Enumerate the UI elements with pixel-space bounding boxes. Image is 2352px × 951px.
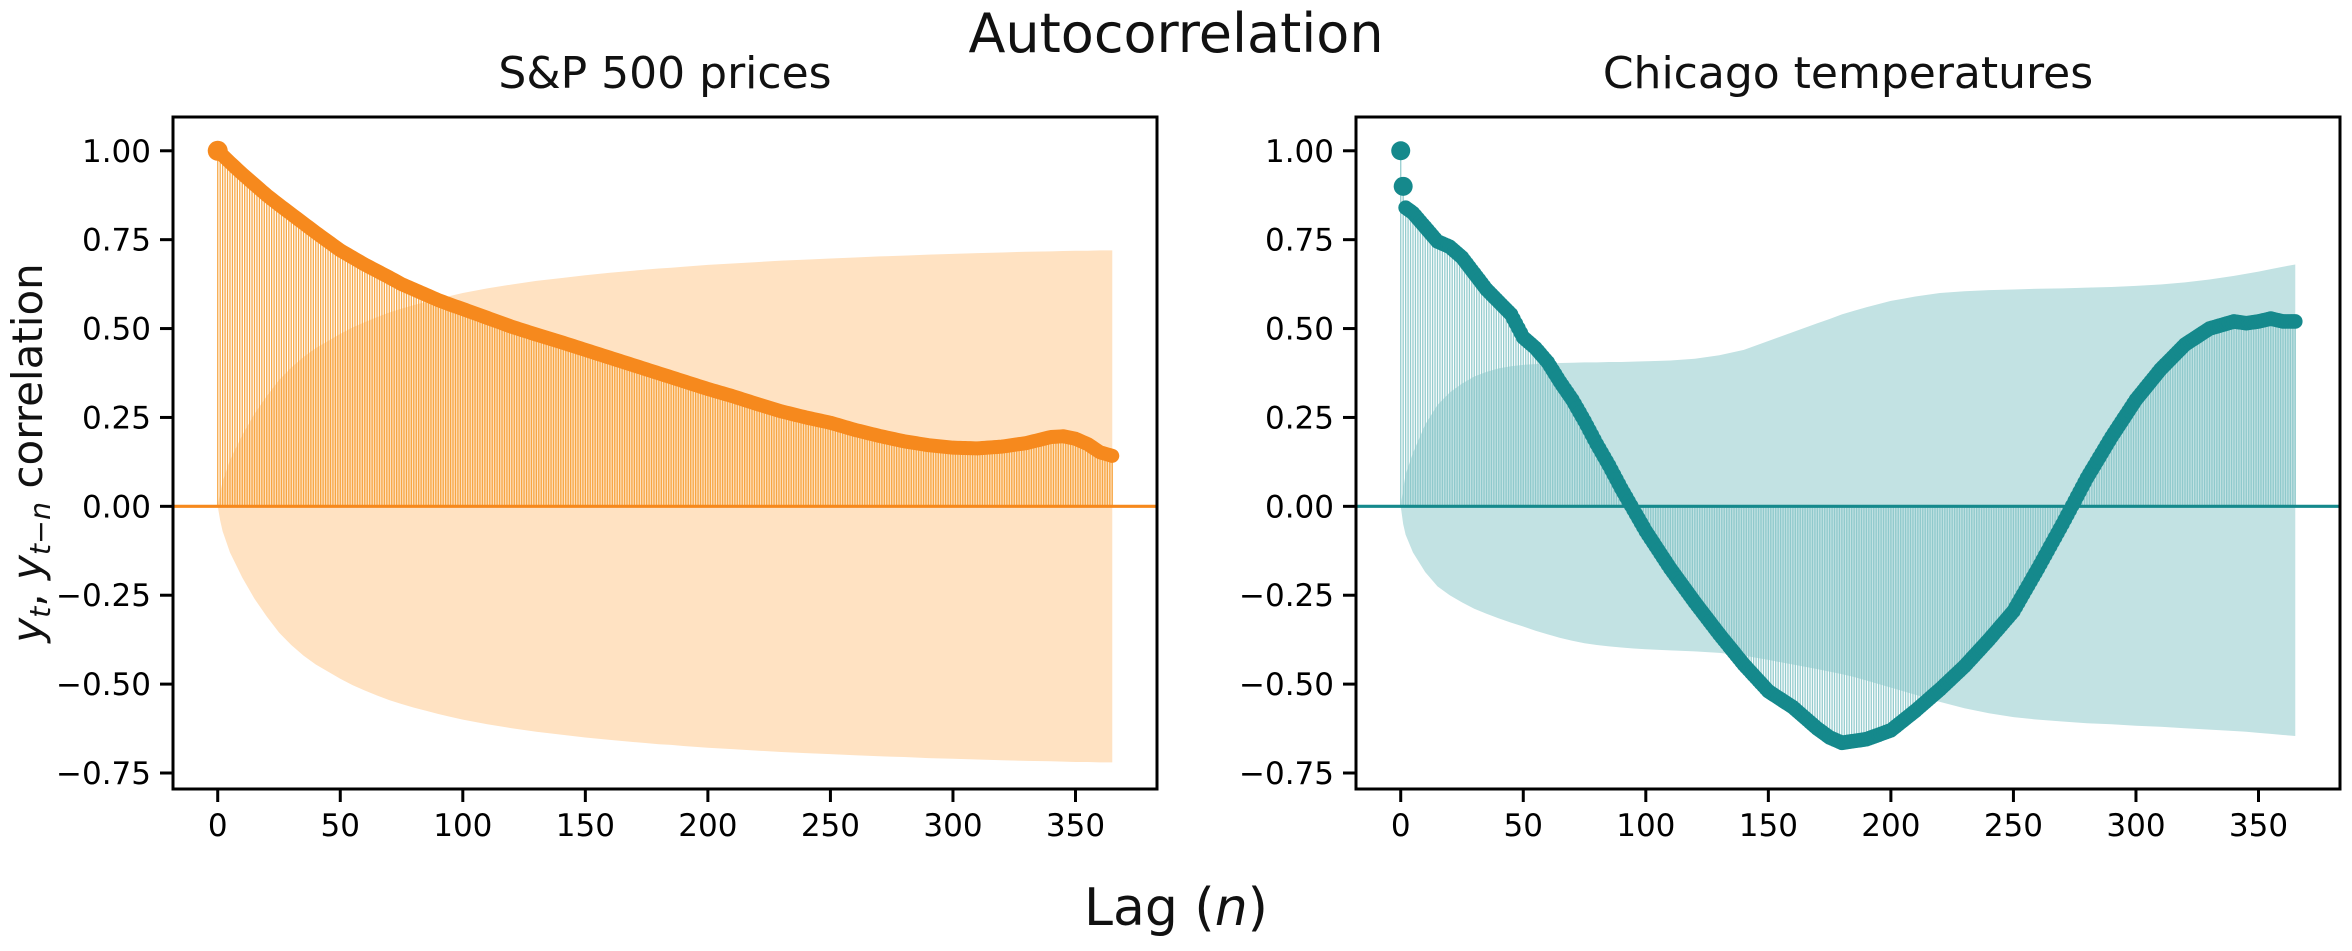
x-tick-label: 0 bbox=[208, 808, 228, 844]
y-tick-label: −0.75 bbox=[56, 756, 151, 792]
x-axis-label-suffix: ) bbox=[1247, 878, 1268, 938]
y-axis-label-sub1: t bbox=[22, 606, 57, 618]
x-tick-label: 250 bbox=[1984, 808, 2043, 844]
y-tick-label: 0.00 bbox=[82, 489, 151, 525]
y-tick-label: 0.25 bbox=[1265, 400, 1334, 436]
x-tick-label: 300 bbox=[923, 808, 982, 844]
x-tick-label: 300 bbox=[2106, 808, 2165, 844]
acf-first-marker bbox=[207, 140, 228, 161]
y-axis-label-sep: , bbox=[3, 580, 53, 607]
x-tick-label: 250 bbox=[801, 808, 860, 844]
acf-stems bbox=[1400, 150, 2296, 743]
x-tick-label: 200 bbox=[1861, 808, 1920, 844]
y-axis-label-var2: y bbox=[3, 555, 53, 581]
y-tick-label: −0.50 bbox=[56, 667, 151, 703]
x-tick-label: 50 bbox=[321, 808, 360, 844]
y-tick-label: 0.25 bbox=[82, 400, 151, 436]
acf-marker bbox=[2287, 314, 2303, 329]
right-subplot-title: Chicago temperatures bbox=[1602, 48, 2094, 99]
y-tick-label: 0.75 bbox=[82, 223, 151, 259]
left-axes: 0 50 100 150 200 250 300 350 1.00 0.75 0.50 0.25 0.0… bbox=[56, 115, 1159, 844]
y-tick-label: −0.25 bbox=[1239, 578, 1334, 614]
y-tick-label: 0.00 bbox=[1265, 489, 1334, 525]
acf-markers bbox=[1391, 141, 2303, 751]
acf-marker bbox=[1391, 141, 1411, 161]
x-axis-label-prefix: Lag ( bbox=[1084, 878, 1215, 938]
x-tick-label: 350 bbox=[1046, 808, 1105, 844]
x-tick-label: 200 bbox=[678, 808, 737, 844]
y-tick-label: 1.00 bbox=[1265, 134, 1334, 170]
axes-frame bbox=[171, 115, 1159, 791]
y-axis-ticks: 1.00 0.75 0.50 0.25 0.00 −0.25 −0.50 −0.75 bbox=[56, 134, 173, 792]
x-tick-label: 350 bbox=[2229, 808, 2288, 844]
x-tick-label: 100 bbox=[433, 808, 492, 844]
y-tick-label: −0.75 bbox=[1239, 756, 1334, 792]
y-axis-label-var1: y bbox=[3, 617, 53, 643]
x-axis-label: Lag (n) bbox=[0, 878, 2352, 938]
figure-title: Autocorrelation bbox=[968, 2, 1384, 65]
y-axis-label-text: correlation bbox=[3, 263, 53, 502]
x-tick-label: 100 bbox=[1616, 808, 1675, 844]
x-tick-label: 150 bbox=[1739, 808, 1798, 844]
y-tick-label: 0.75 bbox=[1265, 223, 1334, 259]
x-tick-label: 50 bbox=[1504, 808, 1543, 844]
y-tick-label: 1.00 bbox=[82, 134, 151, 170]
x-axis-label-var: n bbox=[1214, 878, 1248, 938]
x-tick-label: 0 bbox=[1391, 808, 1411, 844]
y-tick-label: 0.50 bbox=[82, 312, 151, 348]
x-axis-ticks: 0 50 100 150 200 250 300 350 bbox=[208, 789, 1105, 844]
confidence-band bbox=[1400, 264, 2296, 737]
acf-stems bbox=[217, 150, 1113, 507]
y-tick-label: −0.50 bbox=[1239, 667, 1334, 703]
right-axes: 0 50 100 150 200 250 300 350 1.00 0.75 0.50 0.25 0.0… bbox=[1239, 115, 2342, 844]
left-subplot-title: S&P 500 prices bbox=[498, 48, 832, 99]
y-axis-label-sub2: t−n bbox=[22, 501, 57, 556]
acf-line bbox=[210, 143, 1120, 463]
y-tick-label: 0.50 bbox=[1265, 312, 1334, 348]
x-tick-label: 150 bbox=[556, 808, 615, 844]
x-axis-ticks: 0 50 100 150 200 250 300 350 bbox=[1391, 789, 2288, 844]
y-tick-label: −0.25 bbox=[56, 578, 151, 614]
y-axis-label: yt, yt−n correlation bbox=[3, 263, 57, 643]
acf-marker bbox=[1393, 176, 1413, 196]
axes-frame bbox=[1354, 115, 2342, 791]
y-axis-ticks: 1.00 0.75 0.50 0.25 0.00 −0.25 −0.50 −0.75 bbox=[1239, 134, 1356, 792]
